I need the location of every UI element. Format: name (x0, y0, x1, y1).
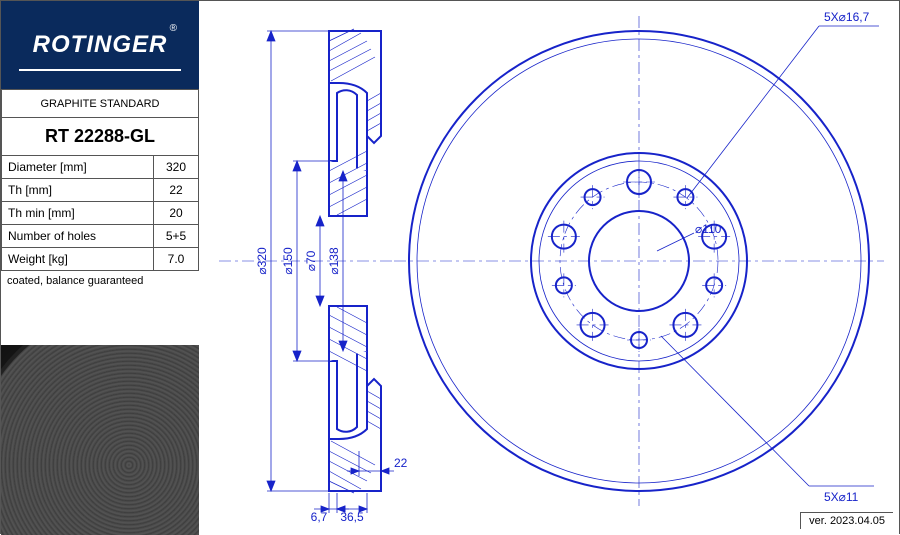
table-row: Diameter [mm]320 (2, 156, 199, 179)
spec-value: 22 (154, 179, 199, 202)
callout-11 (661, 336, 874, 486)
drawing-area: ⌀320 ⌀150 ⌀70 (199, 1, 899, 535)
spec-note: coated, balance guaranteed (1, 271, 199, 291)
spec-label: Diameter [mm] (2, 156, 154, 179)
dim-label: ⌀70 (304, 250, 318, 271)
drawing-container: ROTINGER ® GRAPHITE STANDARD RT 22288-GL… (0, 0, 900, 534)
dim-label: ⌀138 (327, 247, 341, 275)
table-row: Th min [mm]20 (2, 202, 199, 225)
logo-box: ROTINGER ® (1, 1, 199, 89)
table-row: Th [mm]22 (2, 179, 199, 202)
logo-line (19, 69, 181, 71)
dim-label: 5X⌀11 (824, 490, 859, 504)
spec-label: Weight [kg] (2, 248, 154, 271)
dim-label: 36,5 (340, 510, 364, 524)
dim-label: ⌀320 (255, 247, 269, 275)
table-row: Number of holes5+5 (2, 225, 199, 248)
dim-label: ⌀150 (281, 247, 295, 275)
spec-value: 320 (154, 156, 199, 179)
front-view: ⌀110 5X⌀16,7 5X⌀11 (394, 10, 884, 506)
table-row: Weight [kg]7.0 (2, 248, 199, 271)
disc-photo (1, 345, 199, 535)
logo-reg: ® (170, 23, 177, 34)
logo-text: ROTINGER (33, 31, 168, 59)
version-label: ver. 2023.04.05 (800, 512, 893, 529)
spec-table: GRAPHITE STANDARD RT 22288-GL Diameter [… (1, 89, 199, 271)
standard-row: GRAPHITE STANDARD (2, 90, 199, 118)
spec-value: 5+5 (154, 225, 199, 248)
part-number: RT 22288-GL (2, 118, 199, 156)
dim-label: 6,7 (311, 510, 328, 524)
spec-label: Th [mm] (2, 179, 154, 202)
dim-label: 5X⌀16,7 (824, 10, 870, 24)
disc-photo-ring (1, 345, 199, 535)
dim-label: 22 (394, 456, 408, 470)
spec-label: Number of holes (2, 225, 154, 248)
spec-value: 7.0 (154, 248, 199, 271)
drawing-svg: ⌀320 ⌀150 ⌀70 (199, 1, 900, 535)
spec-label: Th min [mm] (2, 202, 154, 225)
left-panel: ROTINGER ® GRAPHITE STANDARD RT 22288-GL… (1, 1, 199, 535)
dim-label: ⌀110 (695, 222, 722, 236)
section-view: ⌀320 ⌀150 ⌀70 (219, 29, 408, 524)
spec-value: 20 (154, 202, 199, 225)
